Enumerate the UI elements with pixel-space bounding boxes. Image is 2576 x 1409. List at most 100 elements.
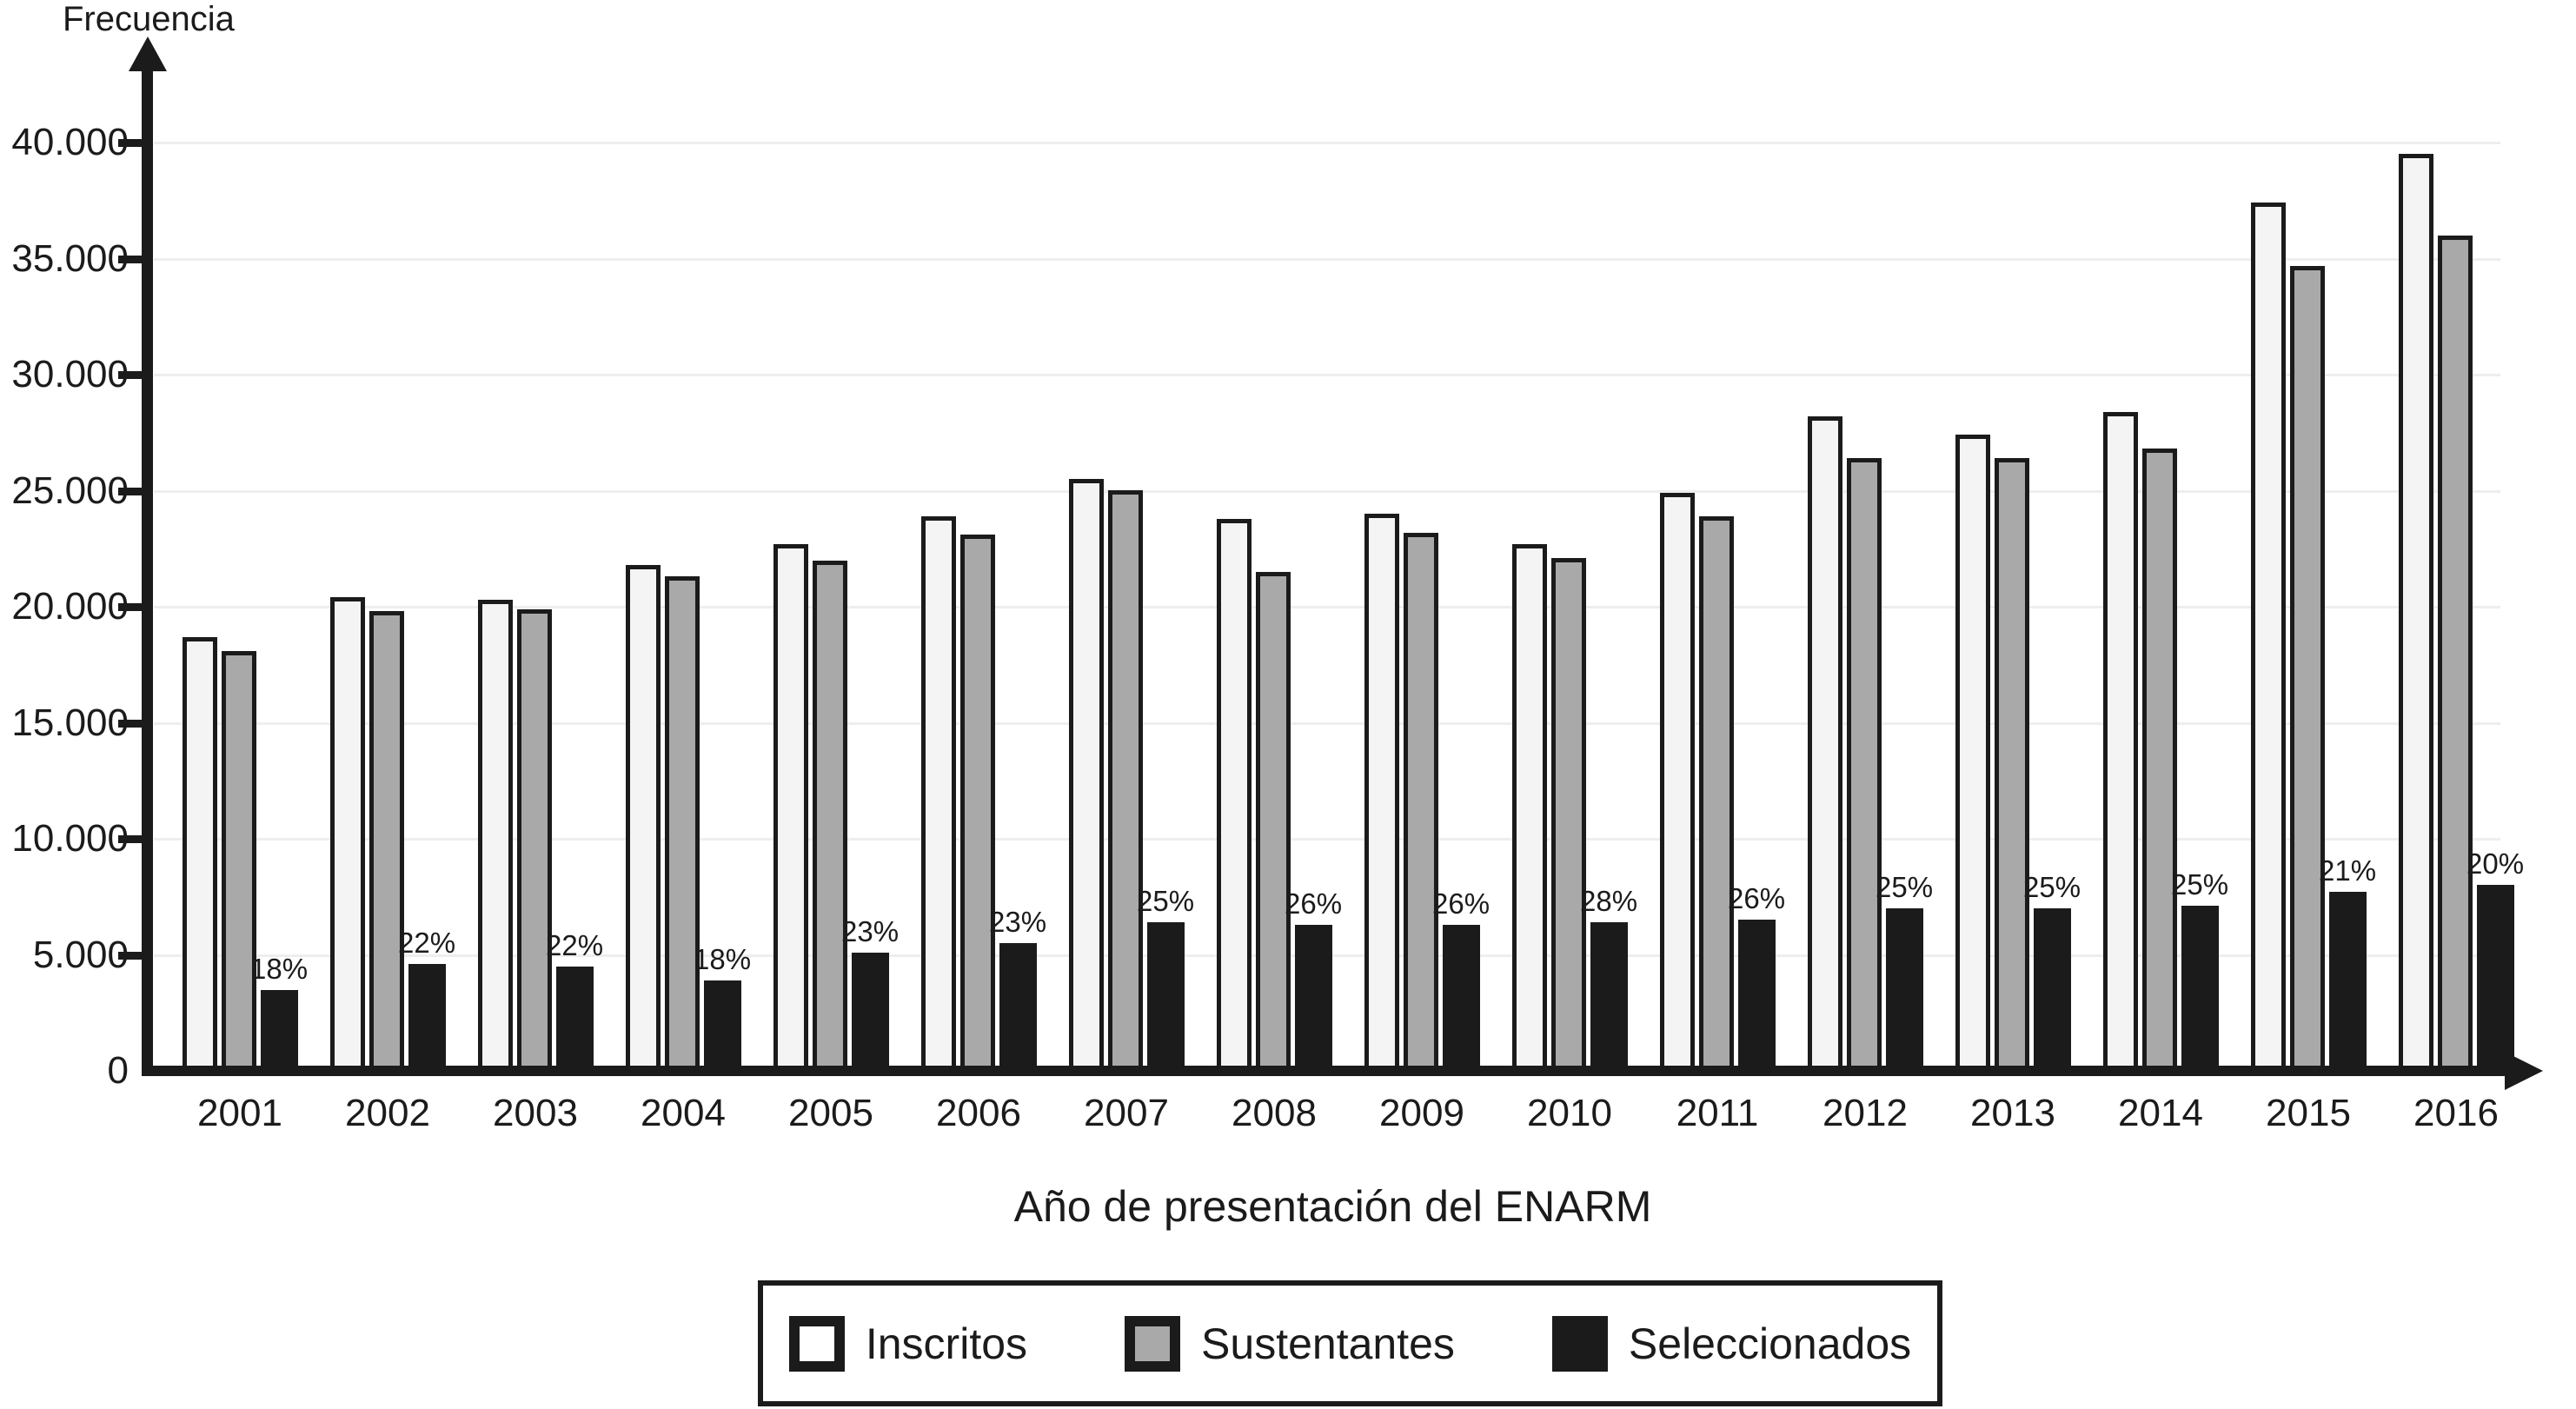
- y-axis-title: Frecuencia: [63, 0, 235, 38]
- bar-seleccionados-2016: [2477, 885, 2514, 1071]
- bar-inscritos-2011: [1660, 493, 1695, 1071]
- legend-label: Inscritos: [865, 1319, 1028, 1368]
- percentage-label-2006: 23%: [989, 906, 1047, 938]
- percentage-label-2010: 28%: [1580, 885, 1638, 917]
- legend-label: Seleccionados: [1628, 1319, 1912, 1368]
- bar-inscritos-2016: [2399, 154, 2433, 1071]
- bar-inscritos-2014: [2103, 412, 2138, 1071]
- percentage-label-2008: 26%: [1285, 887, 1343, 920]
- gridline: [154, 838, 2500, 841]
- y-tick-label: 10.000: [11, 817, 129, 860]
- x-tick-label-2007: 2007: [1084, 1092, 1169, 1134]
- gridline: [154, 606, 2500, 608]
- bar-inscritos-2007: [1069, 479, 1104, 1071]
- gridline: [154, 142, 2500, 144]
- bar-seleccionados-2008: [1295, 925, 1332, 1071]
- bar-inscritos-2012: [1808, 416, 1842, 1071]
- y-tick-mark: [118, 835, 147, 843]
- bar-inscritos-2010: [1512, 544, 1547, 1071]
- bar-seleccionados-2002: [408, 964, 446, 1071]
- bar-sustentantes-2016: [2438, 236, 2473, 1071]
- bar-seleccionados-2010: [1590, 922, 1628, 1071]
- bar-inscritos-2015: [2251, 203, 2286, 1071]
- bar-inscritos-2004: [626, 565, 661, 1071]
- percentage-label-2014: 25%: [2171, 868, 2229, 901]
- legend-item-seleccionados: Seleccionados: [1551, 1315, 1912, 1372]
- percentage-label-2016: 20%: [2466, 847, 2525, 880]
- percentage-label-2009: 26%: [1432, 887, 1490, 920]
- x-axis-title: Año de presentación del ENARM: [1013, 1182, 1652, 1231]
- percentage-label-2007: 25%: [1137, 885, 1195, 917]
- y-tick-label: 20.000: [11, 585, 129, 628]
- bar-sustentantes-2007: [1108, 490, 1143, 1071]
- y-tick-mark: [118, 603, 147, 611]
- bar-seleccionados-2011: [1738, 920, 1776, 1071]
- bar-seleccionados-2012: [1886, 908, 1923, 1071]
- y-tick-label: 35.000: [11, 236, 129, 280]
- y-tick-mark: [118, 951, 147, 960]
- bar-sustentantes-2002: [369, 611, 404, 1071]
- bar-seleccionados-2009: [1443, 925, 1480, 1071]
- bar-sustentantes-2003: [517, 609, 552, 1071]
- x-tick-label-2002: 2002: [345, 1092, 430, 1134]
- bar-inscritos-2002: [330, 597, 365, 1071]
- bar-inscritos-2013: [1955, 435, 1990, 1071]
- bar-seleccionados-2003: [556, 967, 594, 1071]
- bar-sustentantes-2004: [665, 576, 700, 1071]
- bar-seleccionados-2006: [999, 943, 1037, 1071]
- bar-sustentantes-2006: [960, 535, 995, 1071]
- percentage-label-2003: 22%: [546, 929, 604, 961]
- y-tick-mark: [118, 487, 147, 495]
- x-tick-label-2015: 2015: [2266, 1092, 2351, 1134]
- legend-label: Sustentantes: [1201, 1319, 1455, 1368]
- y-tick-label: 40.000: [11, 121, 129, 163]
- bar-inscritos-2008: [1217, 519, 1251, 1071]
- x-tick-label-2013: 2013: [1970, 1092, 2055, 1134]
- bar-inscritos-2006: [921, 516, 956, 1071]
- gridline: [154, 721, 2500, 725]
- y-tick-label: 5.000: [32, 933, 129, 976]
- percentage-label-2015: 21%: [2319, 854, 2377, 887]
- y-tick-label: 25.000: [11, 469, 129, 512]
- x-axis-arrow-icon: [2505, 1052, 2543, 1090]
- bar-sustentantes-2015: [2290, 266, 2325, 1071]
- x-tick-label-2005: 2005: [788, 1092, 873, 1134]
- x-axis-line: [142, 1066, 2507, 1076]
- inscritos-swatch-icon: [788, 1315, 845, 1372]
- x-tick-label-2016: 2016: [2413, 1092, 2499, 1134]
- y-tick-label: 0: [107, 1049, 129, 1092]
- percentage-label-2002: 22%: [398, 927, 456, 959]
- bar-sustentantes-2012: [1847, 458, 1882, 1071]
- percentage-label-2001: 18%: [250, 953, 309, 985]
- y-tick-label: 15.000: [11, 701, 129, 744]
- bar-sustentantes-2001: [222, 651, 256, 1071]
- bar-inscritos-2001: [183, 637, 217, 1071]
- percentage-label-2005: 23%: [841, 915, 900, 947]
- bar-sustentantes-2014: [2142, 449, 2177, 1071]
- bar-inscritos-2009: [1364, 514, 1399, 1071]
- x-tick-label-2004: 2004: [641, 1092, 726, 1134]
- x-tick-label-2014: 2014: [2118, 1092, 2203, 1134]
- y-tick-mark: [118, 139, 147, 147]
- x-tick-label-2010: 2010: [1527, 1092, 1612, 1134]
- bar-sustentantes-2013: [1995, 458, 2029, 1071]
- bar-seleccionados-2005: [852, 953, 889, 1071]
- x-tick-label-2003: 2003: [493, 1092, 578, 1134]
- x-tick-label-2011: 2011: [1676, 1092, 1759, 1134]
- gridline: [154, 257, 2500, 261]
- sustentantes-swatch-icon: [1125, 1315, 1181, 1372]
- bar-inscritos-2005: [773, 544, 808, 1071]
- bar-seleccionados-2015: [2329, 892, 2367, 1071]
- bar-seleccionados-2013: [2034, 908, 2071, 1071]
- percentage-label-2011: 26%: [1728, 882, 1786, 914]
- bar-sustentantes-2008: [1256, 572, 1291, 1071]
- gridline: [154, 489, 2500, 493]
- percentage-label-2012: 25%: [1876, 871, 1934, 903]
- legend-item-sustentantes: Sustentantes: [1125, 1315, 1455, 1372]
- percentage-label-2004: 18%: [694, 943, 752, 975]
- legend-item-inscritos: Inscritos: [788, 1315, 1028, 1372]
- bar-inscritos-2003: [478, 600, 513, 1071]
- x-tick-label-2006: 2006: [936, 1092, 1021, 1134]
- x-tick-label-2008: 2008: [1232, 1092, 1317, 1134]
